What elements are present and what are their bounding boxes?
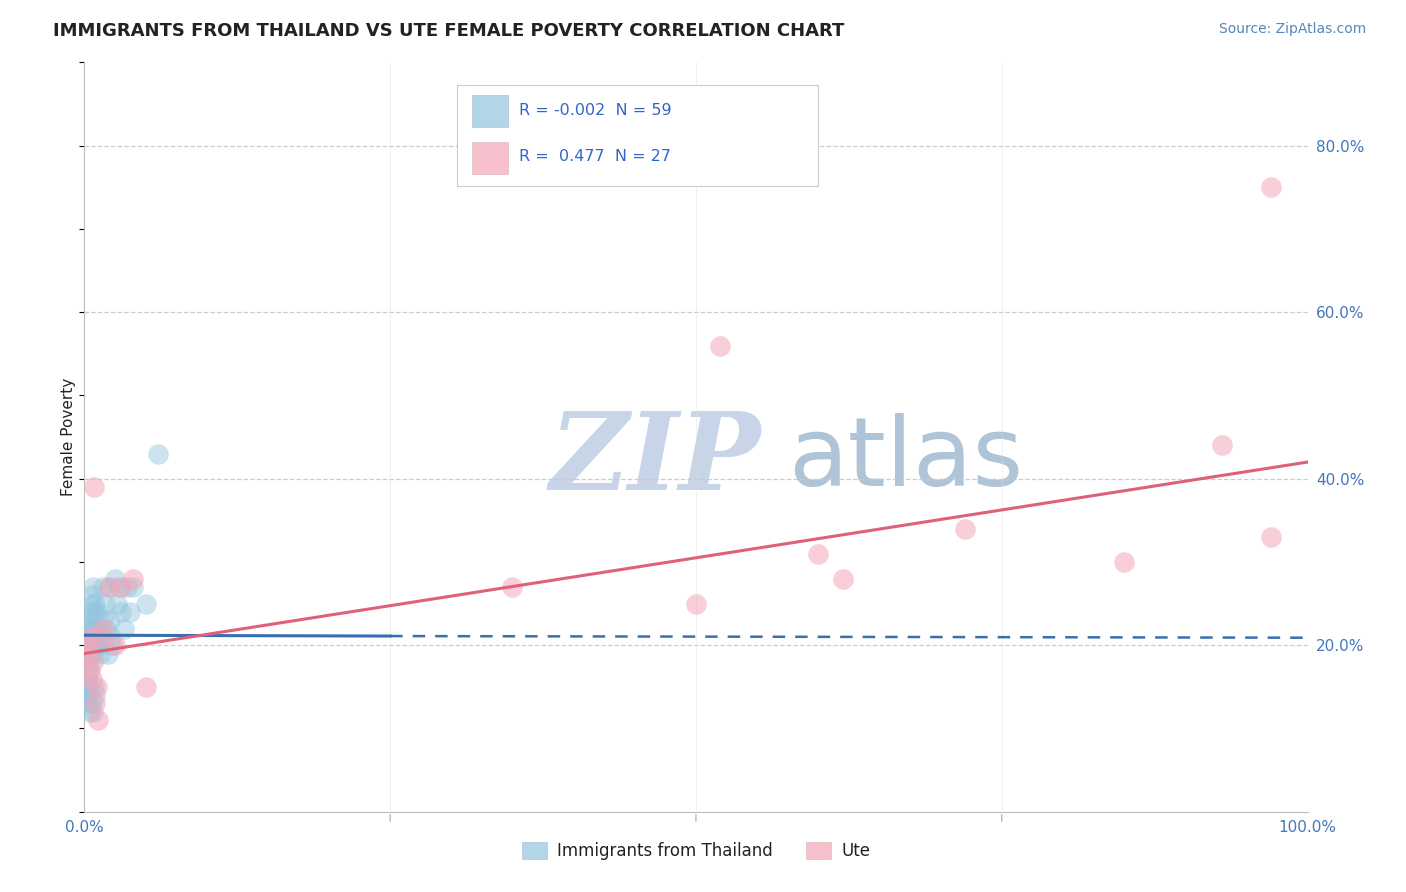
Point	[87, 605, 110, 619]
Point	[83, 605, 105, 619]
Point	[91, 613, 114, 627]
Point	[101, 638, 124, 652]
Point	[91, 580, 114, 594]
Point	[84, 630, 107, 644]
Point	[89, 647, 111, 661]
Point	[104, 572, 127, 586]
Point	[953, 522, 976, 536]
Point	[86, 638, 108, 652]
Point	[82, 630, 104, 644]
Point	[685, 597, 707, 611]
Point	[97, 647, 120, 661]
Point	[1114, 555, 1136, 569]
Point	[110, 580, 132, 594]
Point	[96, 622, 118, 636]
Point	[112, 622, 135, 636]
Point	[80, 622, 103, 636]
Point	[807, 547, 830, 561]
Point	[80, 597, 103, 611]
Point	[146, 447, 169, 461]
Text: IMMIGRANTS FROM THAILAND VS UTE FEMALE POVERTY CORRELATION CHART: IMMIGRANTS FROM THAILAND VS UTE FEMALE P…	[53, 22, 845, 40]
Point	[79, 647, 101, 661]
Point	[77, 655, 100, 669]
Point	[118, 605, 141, 619]
Point	[80, 697, 103, 711]
Point	[77, 680, 100, 694]
Point	[87, 630, 110, 644]
Point	[91, 622, 114, 636]
Point	[105, 597, 128, 611]
Point	[77, 638, 100, 652]
Point	[77, 697, 100, 711]
Point	[87, 638, 110, 652]
Point	[77, 630, 100, 644]
Point	[80, 672, 103, 686]
Point	[77, 638, 100, 652]
Point	[76, 647, 98, 661]
Point	[84, 597, 107, 611]
Point	[76, 672, 98, 686]
Point	[77, 688, 100, 702]
Point	[97, 580, 120, 594]
Point	[83, 638, 105, 652]
Point	[84, 688, 107, 702]
Point	[93, 630, 115, 644]
Point	[80, 588, 103, 602]
Point	[709, 338, 731, 352]
Legend: Immigrants from Thailand, Ute: Immigrants from Thailand, Ute	[515, 836, 877, 867]
Point	[82, 647, 104, 661]
Point	[831, 572, 853, 586]
Point	[98, 613, 121, 627]
Point	[110, 605, 132, 619]
Text: Source: ZipAtlas.com: Source: ZipAtlas.com	[1219, 22, 1367, 37]
Point	[115, 580, 138, 594]
Point	[107, 580, 129, 594]
Point	[122, 580, 145, 594]
Point	[1211, 438, 1233, 452]
Point	[76, 680, 98, 694]
Point	[135, 680, 157, 694]
Point	[77, 622, 100, 636]
Point	[104, 638, 127, 652]
Point	[82, 655, 104, 669]
Point	[82, 705, 104, 719]
Point	[100, 630, 122, 644]
Point	[89, 622, 111, 636]
Point	[79, 630, 101, 644]
Point	[79, 663, 101, 677]
Point	[79, 705, 101, 719]
Point	[83, 480, 105, 494]
Point	[79, 605, 101, 619]
Point	[80, 638, 103, 652]
Point	[86, 680, 108, 694]
Point	[82, 580, 104, 594]
Point	[84, 697, 107, 711]
Point	[77, 663, 100, 677]
Point	[135, 597, 157, 611]
Point	[94, 597, 117, 611]
Text: atlas: atlas	[787, 413, 1022, 506]
Point	[1260, 530, 1282, 544]
Point	[79, 613, 101, 627]
Y-axis label: Female Poverty: Female Poverty	[60, 378, 76, 496]
Point	[83, 680, 105, 694]
Point	[122, 572, 145, 586]
Point	[86, 622, 108, 636]
Point	[502, 580, 524, 594]
Point	[82, 613, 104, 627]
Point	[89, 630, 111, 644]
Point	[87, 713, 110, 727]
Point	[1260, 180, 1282, 194]
Text: ZIP: ZIP	[550, 407, 761, 513]
Point	[97, 580, 120, 594]
Point	[83, 622, 105, 636]
Point	[76, 688, 98, 702]
